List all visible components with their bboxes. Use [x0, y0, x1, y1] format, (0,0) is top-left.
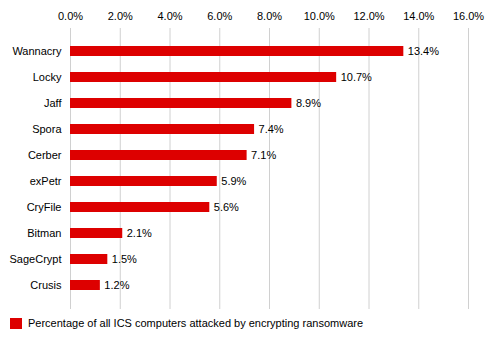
svg-text:7.4%: 7.4%	[259, 123, 284, 135]
svg-text:Locky: Locky	[33, 71, 62, 83]
svg-text:14.0%: 14.0%	[403, 10, 434, 22]
svg-text:1.5%: 1.5%	[112, 253, 137, 265]
svg-text:16.0%: 16.0%	[453, 10, 484, 22]
svg-text:Jaff: Jaff	[44, 97, 62, 109]
html-text:Percentage of all ICS computer: Percentage of all ICS computers attacked…	[28, 317, 364, 329]
svg-text:13.4%: 13.4%	[408, 45, 439, 57]
svg-text:7.1%: 7.1%	[251, 149, 276, 161]
svg-text:10.7%: 10.7%	[341, 71, 372, 83]
svg-text:10.0%: 10.0%	[304, 10, 335, 22]
svg-text:SageCrypt: SageCrypt	[10, 253, 62, 265]
svg-text:0.0%: 0.0%	[58, 10, 83, 22]
svg-text:Cerber: Cerber	[28, 149, 62, 161]
svg-text:8.9%: 8.9%	[296, 97, 321, 109]
svg-text:Bitman: Bitman	[27, 227, 61, 239]
svg-text:Crusis: Crusis	[30, 279, 62, 291]
svg-text:2.1%: 2.1%	[127, 227, 152, 239]
svg-text:CryFile: CryFile	[27, 201, 62, 213]
svg-text:8.0%: 8.0%	[257, 10, 282, 22]
svg-text:5.6%: 5.6%	[214, 201, 239, 213]
svg-text:2.0%: 2.0%	[108, 10, 133, 22]
svg-text:4.0%: 4.0%	[157, 10, 182, 22]
svg-text:1.2%: 1.2%	[104, 279, 129, 291]
svg-text:5.9%: 5.9%	[221, 175, 246, 187]
svg-text:exPetr: exPetr	[30, 175, 62, 187]
svg-text:Wannacry: Wannacry	[12, 45, 62, 57]
svg-text:6.0%: 6.0%	[207, 10, 232, 22]
svg-text:12.0%: 12.0%	[353, 10, 384, 22]
svg-text:Spora: Spora	[32, 123, 62, 135]
